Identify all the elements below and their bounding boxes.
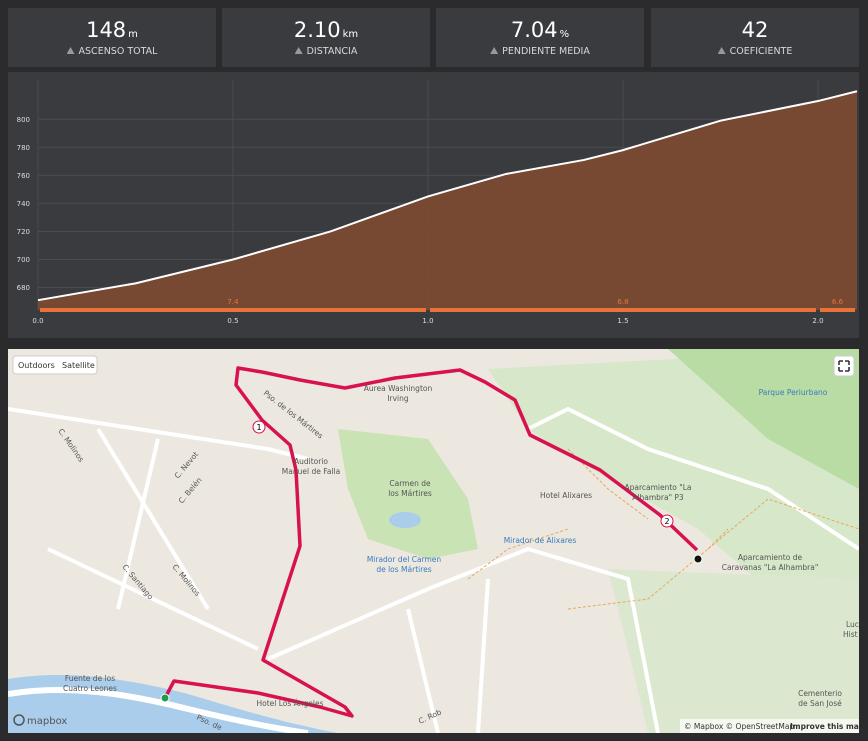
end-point (693, 554, 703, 564)
map-label: Mirador del Carmen (367, 555, 442, 564)
map-label: Cementerio (798, 689, 842, 698)
map-label: Hotel Los Ángeles (256, 699, 323, 708)
gradient-label: 6.6 (832, 298, 844, 306)
map-label: Alhambra" P3 (632, 493, 684, 502)
park (608, 569, 859, 733)
stat-value: 42 (741, 18, 769, 42)
stat-card: 42 COEFICIENTE (651, 8, 859, 67)
x-tick-label: 1.5 (617, 317, 628, 325)
map-label: Luc (846, 620, 859, 629)
layer-switch (12, 355, 98, 375)
x-tick-label: 0.5 (227, 317, 238, 325)
map-label: los Mártires (388, 489, 432, 498)
satellite-button[interactable]: Satellite (62, 361, 95, 370)
forest (668, 349, 859, 489)
outdoors-button[interactable]: Outdoors (18, 361, 55, 370)
stat-label: ASCENSO TOTAL (78, 46, 158, 57)
stat-value: 2.10 (293, 18, 341, 42)
map-label: Cuatro Leones (63, 684, 117, 693)
km-marker (252, 420, 266, 434)
map-label: Hist (843, 630, 858, 639)
map[interactable]: 1 2 Pso. de los Mártires Aurea Washingto… (8, 349, 859, 733)
map-label: Aparcamiento "La (624, 483, 691, 492)
gradient-label: 6.8 (617, 298, 628, 306)
map-label: Carmen de (389, 479, 431, 488)
stat-label: PENDIENTE MEDIA (502, 46, 590, 57)
park (338, 429, 478, 559)
y-tick-label: 760 (17, 172, 30, 180)
stat-unit: km (342, 29, 359, 40)
stat-card: 148 m ASCENSO TOTAL (8, 8, 216, 67)
km-marker-label: 2 (664, 517, 669, 526)
y-tick-label: 700 (17, 256, 30, 264)
mapbox-logo-icon (13, 714, 25, 726)
road (8, 686, 309, 733)
map-label: Aparcamiento de (738, 553, 803, 562)
y-tick-label: 680 (17, 284, 30, 292)
map-label: Aurea Washington (364, 384, 433, 393)
area (38, 91, 857, 310)
km-marker (660, 514, 674, 528)
start-point (160, 693, 170, 703)
improve-link[interactable]: Improve this map (790, 722, 859, 731)
stat-unit: % (559, 29, 570, 40)
map-label: Fuente de los (65, 674, 115, 683)
y-tick-label: 740 (17, 200, 30, 208)
attribution[interactable]: © Mapbox © OpenStreetMap (684, 722, 794, 731)
x-tick-label: 0.0 (32, 317, 43, 325)
y-tick-label: 780 (17, 144, 30, 152)
gradient-segment (820, 308, 855, 312)
map-label: Mirador de Alixares (504, 536, 577, 545)
stat-unit: m (128, 29, 138, 40)
stat-label: COEFICIENTE (729, 46, 793, 57)
fullscreen-icon (838, 360, 850, 372)
gradient-label: 7.4 (227, 298, 239, 306)
map-label: Caravanas "La Alhambra" (722, 563, 819, 572)
map-label: Irving (387, 394, 409, 403)
map-label: Parque Periurbano (759, 388, 828, 397)
map-label: Auditorio (294, 457, 328, 466)
y-tick-label: 720 (17, 228, 30, 236)
stat-card: 2.10 km DISTANCIA (222, 8, 430, 67)
map-label: Manuel de Falla (282, 467, 340, 476)
gradient-segment (430, 308, 816, 312)
stat-card: 7.04% PENDIENTE MEDIA (436, 8, 644, 67)
attribution-bg (680, 719, 859, 733)
map-label: Hotel Alixares (540, 491, 592, 500)
road (8, 406, 859, 733)
gradient-segment (40, 308, 426, 312)
x-tick-label: 1.0 (422, 317, 433, 325)
route (163, 366, 699, 718)
fullscreen-button[interactable] (833, 355, 855, 377)
line (37, 90, 858, 302)
km-marker-label: 1 (256, 423, 261, 432)
map-label: de los Mártires (376, 565, 431, 574)
x-tick-label: 2.0 (812, 317, 823, 325)
stat-value: 148 (86, 18, 127, 42)
map-label: de San José (798, 699, 842, 708)
pond (389, 512, 421, 528)
mapbox-logo[interactable]: mapbox (27, 716, 67, 727)
stat-value: 7.04 (510, 18, 558, 42)
y-tick-label: 800 (17, 116, 30, 124)
elevation-chart: 680 700 720 740 760 780 800 0.0 0.5 1.0 1.5 2.0 7.4 6… (8, 72, 859, 338)
stat-label: DISTANCIA (306, 46, 358, 57)
